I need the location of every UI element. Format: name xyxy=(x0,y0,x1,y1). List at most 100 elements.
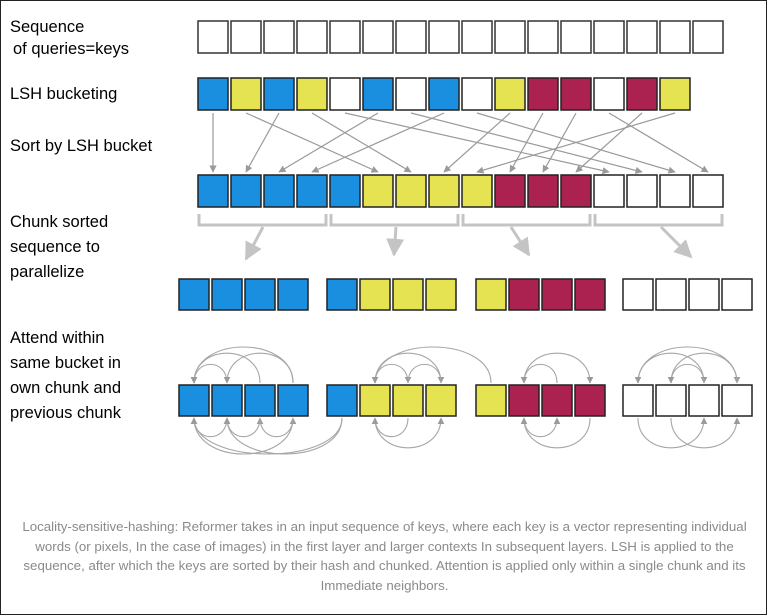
query-key-cell xyxy=(329,20,361,54)
attention-arc xyxy=(670,417,741,449)
lsh-cell-white xyxy=(593,77,625,111)
lsh-cell-yellow xyxy=(659,77,691,111)
query-key-cell xyxy=(197,20,229,54)
query-key-cell xyxy=(362,20,394,54)
attend-cell-blue xyxy=(326,384,358,417)
attention-arc xyxy=(523,352,594,384)
figure-caption: Locality-sensitive-hashing: Reformer tak… xyxy=(22,519,747,593)
sorted-cell-blue xyxy=(296,174,328,208)
sort-arrow xyxy=(443,112,511,173)
query-key-cell xyxy=(527,20,559,54)
chunk-cell-yellow xyxy=(425,278,457,311)
lsh-cell-crimson xyxy=(527,77,559,111)
sorted-cell-yellow xyxy=(461,174,493,208)
lsh-cell-blue xyxy=(263,77,295,111)
sorted-cell-blue xyxy=(197,174,229,208)
chunk-cell-blue xyxy=(277,278,309,311)
attention-arc xyxy=(190,417,294,455)
attend-cell-yellow xyxy=(359,384,391,417)
attend-cell-white xyxy=(655,384,687,417)
label-same-bucket: same bucket in xyxy=(10,354,121,372)
chunk-arrow xyxy=(386,226,405,257)
attend-cell-white xyxy=(688,384,720,417)
attention-arc xyxy=(520,417,591,449)
lsh-cell-blue xyxy=(197,77,229,111)
chunk-arrow xyxy=(509,226,531,257)
lsh-cell-yellow xyxy=(296,77,328,111)
chunk-arrow xyxy=(244,226,265,261)
attention-arc xyxy=(223,417,343,455)
lsh-cell-crimson xyxy=(626,77,658,111)
query-key-cell xyxy=(263,20,295,54)
chunk-bracket xyxy=(461,214,592,227)
sort-arrow xyxy=(476,112,676,174)
attend-cell-yellow xyxy=(425,384,457,417)
query-key-cell xyxy=(296,20,328,54)
chunk-cell-blue xyxy=(211,278,243,311)
attend-cell-white xyxy=(622,384,654,417)
sort-arrow xyxy=(509,112,544,173)
sorted-cell-white xyxy=(626,174,658,208)
sort-arrow xyxy=(575,112,643,173)
lsh-cell-blue xyxy=(362,77,394,111)
attend-cell-blue xyxy=(244,384,276,417)
sort-arrow xyxy=(311,112,445,173)
chunk-cell-blue xyxy=(244,278,276,311)
attention-arc xyxy=(371,417,409,438)
query-key-cell xyxy=(692,20,724,54)
attention-arc xyxy=(667,363,705,384)
lsh-cell-white xyxy=(395,77,427,111)
query-key-cell xyxy=(626,20,658,54)
label-sequence-to: sequence to xyxy=(10,238,100,256)
query-key-cell xyxy=(659,20,691,54)
query-key-cell xyxy=(593,20,625,54)
chunk-bracket xyxy=(593,214,724,227)
attention-arc xyxy=(193,417,231,438)
chunk-cell-blue xyxy=(326,278,358,311)
sorted-cell-crimson xyxy=(527,174,559,208)
sort-arrow xyxy=(278,112,379,173)
label-sort-by-bucket: Sort by LSH bucket xyxy=(10,137,153,155)
attend-cell-blue xyxy=(178,384,210,417)
chunk-cell-yellow xyxy=(359,278,391,311)
attention-arc xyxy=(634,346,738,384)
attention-arc xyxy=(637,417,708,449)
sort-arrow xyxy=(311,112,412,173)
attention-arc xyxy=(371,346,492,384)
query-key-cell xyxy=(560,20,592,54)
sorted-cell-blue xyxy=(263,174,295,208)
chunk-cell-white xyxy=(655,278,687,311)
sorted-cell-blue xyxy=(230,174,262,208)
query-key-cell xyxy=(395,20,427,54)
lsh-cell-yellow xyxy=(230,77,262,111)
sorted-cell-yellow xyxy=(362,174,394,208)
attention-arc xyxy=(190,417,343,455)
query-key-cell xyxy=(494,20,526,54)
chunk-cell-yellow xyxy=(475,278,507,311)
chunk-bracket xyxy=(197,214,328,227)
query-key-cell xyxy=(461,20,493,54)
label-own-chunk: own chunk and xyxy=(10,379,121,397)
sort-arrow xyxy=(608,112,709,173)
lsh-cell-blue xyxy=(428,77,460,111)
chunk-cell-white xyxy=(721,278,753,311)
query-key-cell xyxy=(428,20,460,54)
sorted-cell-white xyxy=(659,174,691,208)
attend-cell-yellow xyxy=(475,384,507,417)
lsh-attention-diagram xyxy=(178,20,753,455)
attend-cell-blue xyxy=(277,384,309,417)
sorted-cell-yellow xyxy=(395,174,427,208)
chunk-cell-crimson xyxy=(508,278,540,311)
label-previous-chunk: previous chunk xyxy=(10,404,121,422)
sorted-cell-white xyxy=(593,174,625,208)
chunk-arrow xyxy=(659,225,693,259)
attend-cell-crimson xyxy=(508,384,540,417)
chunk-cell-crimson xyxy=(574,278,606,311)
lsh-cell-white xyxy=(461,77,493,111)
attend-cell-white xyxy=(721,384,753,417)
label-lsh-bucketing: LSH bucketing xyxy=(10,85,118,103)
attention-arc xyxy=(520,363,558,384)
sorted-cell-yellow xyxy=(428,174,460,208)
label-parallelize: parallelize xyxy=(10,263,85,281)
